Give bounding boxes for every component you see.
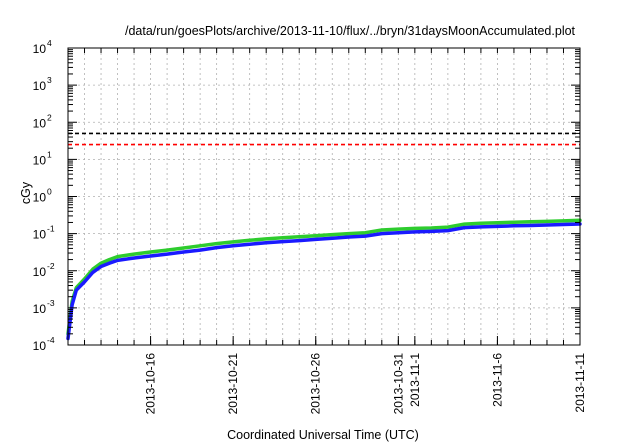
x-tick-label: 2013-11-1 — [408, 353, 422, 407]
x-tick-label: 2013-11-6 — [490, 353, 504, 407]
series-line — [66, 218, 582, 336]
y-tick-label: 10 — [33, 116, 47, 130]
x-tick-labels: 2013-10-16 2013-10-21 2013-10-26 2013-10-31… — [144, 353, 587, 415]
y-tick-exponent: 1 — [47, 149, 52, 159]
y-tick-label: 10 — [33, 191, 47, 205]
x-axis-label: Coordinated Universal Time (UTC) — [227, 428, 419, 442]
series-layer — [66, 218, 582, 341]
y-tick-exponent: -3 — [47, 298, 55, 308]
y-axis-label: cGy — [19, 181, 33, 204]
x-tick-label: 2013-10-31 — [391, 353, 405, 415]
x-tick-label: 2013-10-26 — [309, 353, 323, 415]
series-line — [66, 222, 582, 341]
y-tick-exponent: -2 — [47, 261, 55, 271]
y-tick-label: 10 — [33, 153, 47, 167]
y-tick-label: 10 — [33, 79, 47, 93]
y-tick-exponent: 4 — [47, 38, 52, 48]
x-tick-label: 2013-10-16 — [144, 353, 158, 415]
x-tick-label: 2013-10-21 — [226, 353, 240, 415]
y-tick-label: 10 — [33, 339, 47, 353]
y-tick-label: 10 — [33, 42, 47, 56]
x-tick-label: 2013-11-11 — [573, 353, 587, 413]
y-tick-exponent: -4 — [47, 335, 55, 345]
grid — [68, 48, 580, 345]
y-tick-label: 10 — [33, 228, 47, 242]
chart-title: /data/run/goesPlots/archive/2013-11-10/f… — [125, 24, 576, 38]
y-tick-label: 10 — [33, 302, 47, 316]
y-tick-label: 10 — [33, 265, 47, 279]
y-tick-exponent: 0 — [47, 187, 52, 197]
y-tick-exponent: 2 — [47, 112, 52, 122]
y-tick-exponent: -1 — [47, 224, 55, 234]
y-tick-exponent: 3 — [47, 75, 52, 85]
ticks — [67, 47, 581, 346]
reference-lines — [68, 132, 580, 146]
